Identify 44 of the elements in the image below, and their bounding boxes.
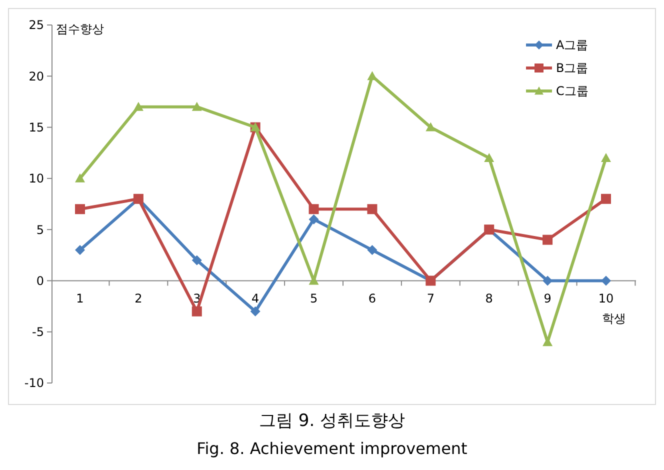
point [367, 245, 378, 256]
y-tick-label: 25 [28, 18, 44, 32]
x-tick-label: 7 [426, 292, 434, 306]
point [75, 173, 85, 182]
y-tick-label: 0 [36, 274, 44, 288]
x-tick-label: 1 [76, 292, 84, 306]
point [133, 102, 144, 111]
point [367, 71, 378, 80]
y-tick-label: -5 [32, 325, 44, 340]
point [75, 245, 85, 256]
y-tick-label: 10 [28, 172, 44, 186]
y-axis-title: 점수향상 [56, 22, 104, 36]
x-tick-label: 9 [544, 292, 552, 306]
point [250, 306, 260, 316]
point [601, 152, 611, 162]
point [192, 102, 202, 111]
caption: 그림 9. 성취도향상 [258, 411, 406, 431]
legend-label: C그룹 [556, 84, 588, 98]
x-axis-title: 학생 [602, 312, 626, 326]
x-tick-label: 2 [134, 292, 142, 306]
point [192, 306, 202, 316]
x-tick-label: 6 [368, 292, 376, 306]
point [308, 214, 319, 224]
x-tick-label: 4 [252, 292, 260, 306]
point [308, 204, 319, 214]
point [192, 255, 202, 266]
caption: Fig. 8. Achievement improvement [196, 439, 468, 458]
point [542, 234, 553, 245]
y-tick-label: 20 [28, 69, 44, 84]
y-tick-label: -10 [24, 376, 44, 390]
point [426, 122, 436, 132]
y-tick-label: 5 [36, 222, 44, 237]
x-tick-label: 5 [310, 292, 318, 306]
point [484, 152, 494, 162]
x-tick-label: 8 [485, 292, 493, 306]
y-tick-label: 15 [28, 120, 44, 134]
legend-label: A그룹 [556, 38, 588, 52]
point [367, 204, 378, 214]
x-tick-label: 10 [598, 292, 614, 306]
point [75, 204, 85, 214]
point [601, 276, 611, 286]
point [601, 194, 611, 204]
legend-label: B그룹 [556, 61, 588, 76]
point [542, 276, 553, 286]
